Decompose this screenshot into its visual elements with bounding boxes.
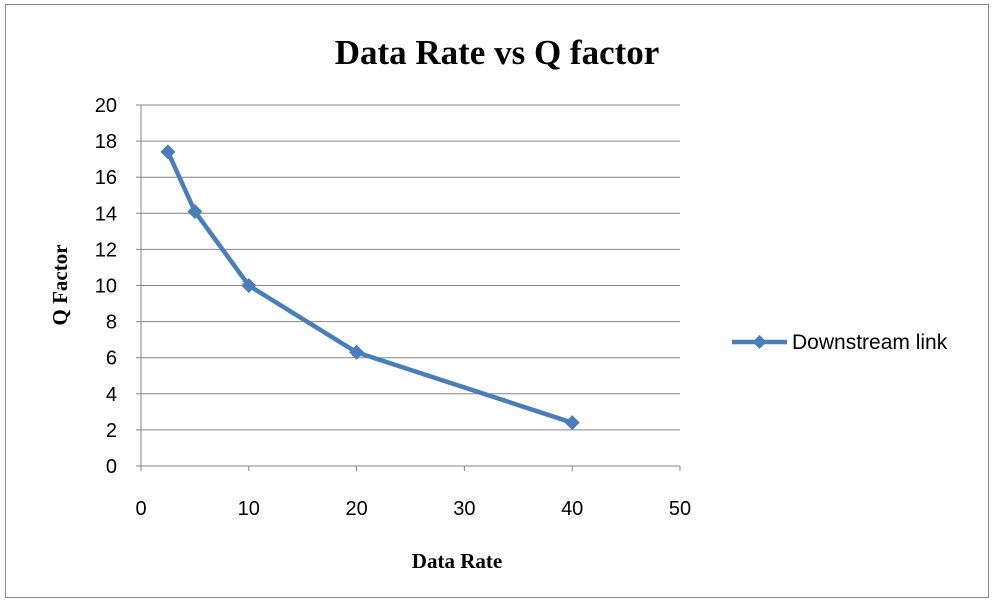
gridlines [141, 104, 680, 431]
data-point-diamond [160, 144, 176, 160]
legend-marker-diamond-icon [752, 335, 767, 349]
y-tick-label: 18 [95, 131, 117, 153]
y-tick-label: 8 [106, 312, 117, 334]
data-point-diamond [241, 278, 257, 293]
y-axis-title: Q Factor [48, 244, 72, 325]
data-point-diamond [187, 203, 203, 219]
y-tick-label: 0 [106, 456, 117, 478]
chart-title: Data Rate vs Q factor [335, 33, 660, 72]
series-layer [160, 144, 580, 431]
y-tick-label: 16 [95, 167, 117, 189]
x-tick-label: 20 [345, 498, 367, 520]
tick-labels: 0 2 4 6 8 10 12 14 16 18 20 0 10 20 30 40 50 [95, 95, 691, 520]
y-tick-label: 2 [106, 420, 117, 442]
data-point-diamond [564, 415, 580, 431]
y-tick-label: 6 [106, 348, 117, 370]
series-line [165, 151, 573, 425]
y-tick-label: 20 [95, 95, 117, 117]
data-point-diamond [349, 344, 365, 360]
y-tick-label: 14 [95, 203, 117, 225]
x-tick-label: 0 [135, 498, 146, 520]
x-tick-label: 40 [561, 498, 583, 520]
x-tick-label: 10 [238, 498, 260, 520]
axes [136, 104, 681, 471]
legend-label: Downstream link [792, 331, 948, 354]
y-tick-label: 4 [106, 384, 117, 406]
x-tick-label: 50 [669, 498, 691, 520]
x-axis-title: Data Rate [412, 549, 502, 573]
y-tick-label: 12 [95, 239, 117, 261]
y-tick-label: 10 [95, 276, 117, 298]
x-tick-label: 30 [453, 498, 475, 520]
chart-frame [5, 4, 989, 598]
legend: Downstream link [732, 331, 948, 354]
